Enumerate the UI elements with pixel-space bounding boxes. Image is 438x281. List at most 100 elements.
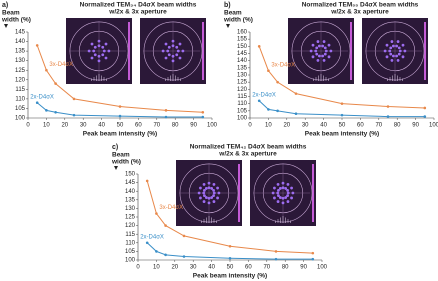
data-point [294,92,298,95]
y-tick-label: 100 [15,116,26,122]
x-tick-label: 70 [153,123,160,129]
beam-lobe [212,191,216,195]
beam-lobe [327,55,331,59]
data-point [164,109,168,112]
beam-lobe [104,56,108,60]
beam-lobe [90,42,94,46]
beam-lobe [391,44,395,48]
x-tick-label: 100 [429,123,438,129]
beam-lobe [207,201,211,205]
x-tick-label: 60 [357,123,364,129]
y-arrow [114,166,118,170]
beam-lobe [171,54,175,58]
x-axis-label: Peak beam intensity (%) [305,131,379,138]
y-tick-label: 105 [15,106,26,112]
color-bar [312,164,314,222]
beam-lobe [309,49,313,53]
data-point [201,115,205,119]
y-axis-label: width (%) [1,17,31,24]
beam-lobe [164,56,168,60]
x-tick-label: 20 [61,123,68,129]
x-tick-label: 100 [207,123,218,129]
y-tick-label: 135 [15,49,26,55]
beam-lobe [273,186,276,190]
y-tick-label: 120 [15,77,26,83]
y-tick-label: 145 [15,30,26,36]
beam-lobe [315,46,319,50]
series-label: 3x-D4σX [271,62,295,68]
x-tick-label: 90 [190,123,197,129]
chart-title: Normalized TEM₃₄ D4σX beam widths [80,2,197,9]
series-label: 3x-D4σX [49,62,73,68]
y-tick-label: 110 [15,96,25,102]
y-axis-label: Beam [224,10,242,17]
beam-lobe [176,49,180,53]
beam-lobe [276,183,280,186]
beam-lobe [316,40,320,43]
beam-lobe [212,194,215,198]
beam-lobe [212,200,216,203]
beam-lobe [403,49,407,53]
y-tick-label: 140 [15,39,26,45]
data-point [164,115,168,119]
beam-lobe [204,187,208,190]
color-bar [238,164,240,222]
beam-lobe [202,183,206,186]
beam-lobe [276,200,280,203]
y-tick-label: 120 [237,87,248,93]
chart-title: w/2x & 3x aperture [218,151,277,158]
data-point [155,212,158,215]
beam-lobe [207,181,211,185]
x-tick-label: 60 [245,265,252,271]
data-point [257,45,261,48]
beam-lobe [271,191,275,195]
beam-lobe [97,39,101,43]
beam-lobe [398,49,402,53]
y-tick-label: 100 [125,258,136,264]
data-point [72,113,76,117]
y-axis-label: width (%) [111,159,141,166]
beam-lobe [286,194,289,198]
data-point [54,82,57,85]
data-point [118,114,122,118]
x-tick-label: 30 [80,123,87,129]
beam-lobe [203,188,206,192]
beam-lobe [281,201,285,205]
chart-title: Normalized TEM₄₂ D4σX beam widths [190,144,307,151]
beam-lobe [401,43,405,47]
beam-lobe [92,49,96,53]
data-point [274,257,278,261]
data-point [228,256,232,260]
y-arrow [226,24,230,28]
data-point [311,251,315,255]
series-label: 2x-D4σX [252,92,276,98]
beam-lobe [389,46,393,50]
beam-lobe [385,43,389,47]
beam-lobe [101,45,105,49]
beam-lobe [286,191,290,195]
x-tick-label: 80 [172,123,179,129]
beam-image [362,18,428,84]
color-bar [350,22,352,80]
beam-lobe [161,49,165,53]
y-tick-label: 150 [237,44,248,50]
x-axis-label: Peak beam intensity (%) [83,131,157,138]
beam-lobe [90,56,94,60]
data-point [45,68,48,72]
beam-lobe [286,188,289,192]
chart-title: w/2x & 3x aperture [330,9,389,16]
y-tick-label: 135 [125,197,136,203]
beam-lobe [167,45,171,49]
beam-lobe [281,181,285,185]
beam-lobe [164,42,168,46]
beam-lobe [327,43,331,47]
beam-lobe [277,188,280,192]
beam-lobe [93,53,97,57]
x-axis-label: Peak beam intensity (%) [193,273,267,280]
beam-lobe [321,44,325,48]
beam-lobe [202,200,206,203]
beam-lobe [207,196,211,200]
x-tick-label: 0 [136,265,140,271]
x-tick-label: 90 [300,265,307,271]
beam-image [66,18,132,84]
